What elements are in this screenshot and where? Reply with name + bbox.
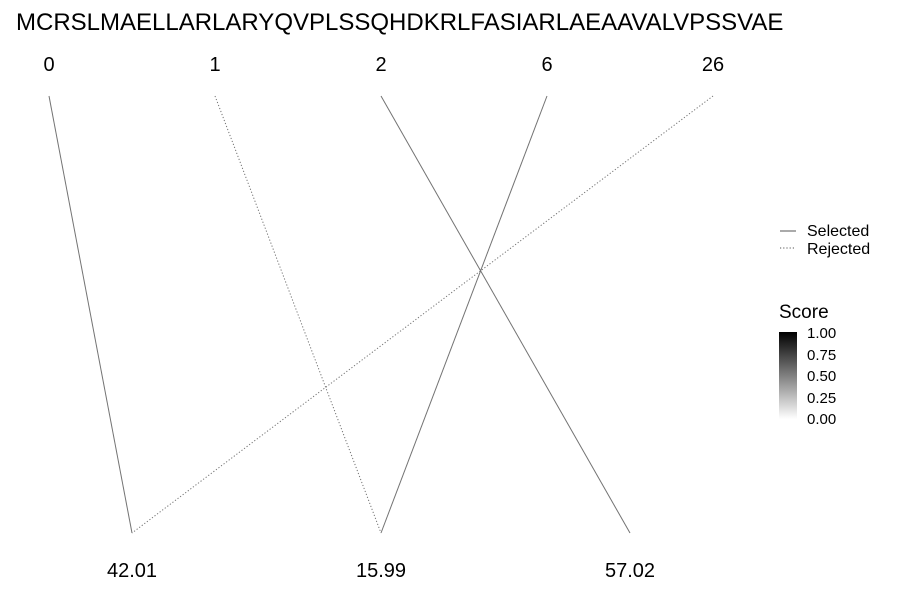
top-node-labels: 0 1 2 6 26 [43,54,724,76]
score-legend: Score 1.00 0.75 0.50 0.25 0.00 [779,302,836,428]
bottom-node-labels: 42.01 15.99 57.02 [107,560,655,582]
rejected-link [214,95,382,534]
legend-label-rejected: Rejected [807,241,870,258]
top-node-label: 6 [541,54,552,76]
selected-link [48,95,133,534]
selected-link [380,95,631,534]
linetype-legend: Selected Rejected [780,223,870,258]
selected-link [380,95,548,534]
top-node-label: 0 [43,54,54,76]
top-node-label: 2 [375,54,386,76]
top-node-label: 26 [702,54,724,76]
score-legend-title: Score [779,302,829,323]
top-node-label: 1 [209,54,220,76]
score-tick-label: 0.75 [807,347,836,364]
bottom-node-label: 57.02 [605,560,655,582]
bottom-node-label: 15.99 [356,560,406,582]
score-colorbar [779,332,797,419]
legend-label-selected: Selected [807,223,869,240]
sequence-title: MCRSLMAELLARLARYQVPLSSQHDKRLFASIARLAEAAV… [16,9,783,36]
score-tick-label: 0.00 [807,411,836,428]
score-tick-label: 0.50 [807,368,836,385]
rejected-link [131,95,714,534]
score-tick-label: 1.00 [807,325,836,342]
bottom-node-label: 42.01 [107,560,157,582]
score-tick-label: 0.25 [807,390,836,407]
links-layer [48,95,714,534]
